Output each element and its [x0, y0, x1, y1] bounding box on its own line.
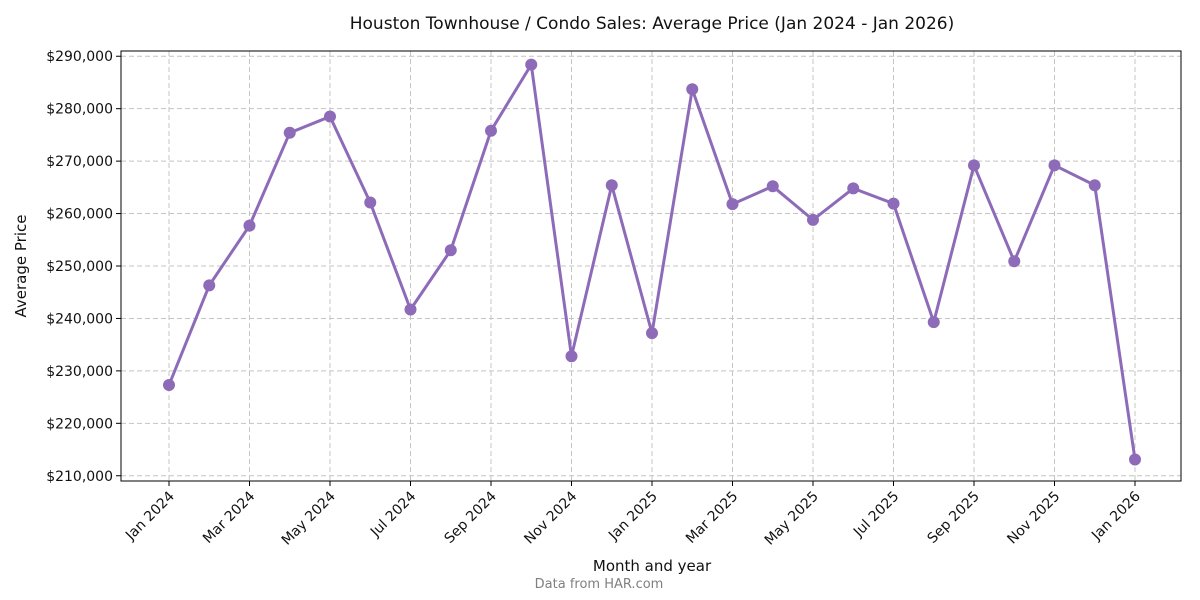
data-point[interactable] [646, 327, 658, 340]
data-point[interactable] [887, 197, 900, 210]
y-tick-label: $240,000 [46, 311, 113, 327]
data-point[interactable] [565, 350, 578, 363]
y-tick-label: $290,000 [46, 49, 113, 65]
x-tick-label: Jul 2024 [367, 488, 419, 540]
data-point[interactable] [1008, 255, 1021, 268]
data-point[interactable] [283, 126, 296, 139]
x-tick-label: Jan 2025 [605, 489, 661, 545]
data-point[interactable] [927, 316, 940, 329]
data-point[interactable] [1048, 159, 1061, 172]
series-layer [163, 58, 1141, 466]
x-axis-label: Month and year [593, 557, 712, 575]
x-axis: Jan 2024 Mar 2024 May 2024 Jul 2024 Sep 2024… [122, 481, 1144, 549]
y-tick-label: $220,000 [46, 416, 113, 432]
x-tick-label: May 2024 [279, 488, 339, 548]
y-tick-label: $260,000 [46, 207, 113, 223]
x-tick-label: Nov 2024 [521, 488, 580, 547]
x-tick-label: Mar 2024 [200, 488, 258, 546]
data-point[interactable] [404, 303, 417, 316]
data-point[interactable] [203, 279, 216, 292]
data-point[interactable] [1088, 179, 1101, 192]
y-tick-label: $280,000 [46, 102, 113, 118]
data-point[interactable] [485, 124, 497, 137]
data-point[interactable] [1129, 453, 1141, 466]
data-point[interactable] [525, 58, 538, 71]
x-tick-label: May 2025 [762, 489, 822, 549]
y-tick-label: $230,000 [46, 364, 113, 380]
grid-layer [121, 51, 1181, 481]
data-point[interactable] [163, 379, 175, 392]
x-tick-label: Jul 2025 [850, 489, 902, 541]
data-point[interactable] [807, 213, 819, 226]
data-point[interactable] [243, 219, 256, 232]
y-axis: $210,000 $220,000 $230,000 $240,000 $250,000… [46, 49, 121, 485]
data-point[interactable] [968, 159, 980, 172]
y-tick-label: $250,000 [46, 259, 113, 275]
source-note: Data from HAR.com [535, 577, 664, 592]
data-point[interactable] [726, 198, 739, 211]
y-axis-label: Average Price [12, 215, 30, 318]
x-tick-label: Sep 2024 [442, 488, 500, 546]
data-point[interactable] [686, 83, 699, 96]
x-tick-label: Nov 2025 [1004, 489, 1063, 548]
data-point[interactable] [847, 182, 860, 195]
x-tick-label: Mar 2025 [683, 489, 741, 547]
data-point[interactable] [444, 244, 457, 257]
y-tick-label: $210,000 [46, 469, 113, 485]
data-point[interactable] [766, 180, 779, 193]
data-point[interactable] [605, 179, 618, 192]
x-tick-label: Jan 2024 [122, 488, 178, 544]
x-tick-label: Jan 2026 [1088, 488, 1144, 544]
chart-title: Houston Townhouse / Condo Sales: Average… [350, 14, 955, 34]
data-point[interactable] [364, 196, 377, 209]
y-tick-label: $270,000 [46, 154, 113, 170]
x-tick-label: Sep 2025 [925, 489, 983, 547]
data-point[interactable] [324, 110, 336, 123]
